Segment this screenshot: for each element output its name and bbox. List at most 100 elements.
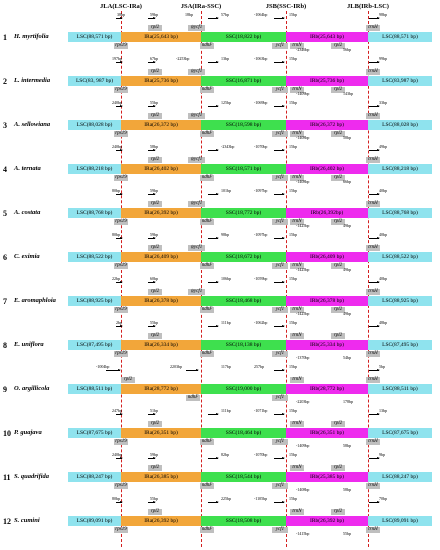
gene-trnh: trnH <box>366 483 380 489</box>
ssc-region: SSC(18,772 bp) <box>201 208 286 218</box>
irb-region: IRb(25,385 bp) <box>286 472 368 482</box>
bp-rpl2-b-left: -1408bp <box>296 487 310 492</box>
bp-ndhf: 82bp <box>221 452 229 457</box>
gene-ndhf: ndhF <box>200 87 214 93</box>
bp-psi-ycf1: -2253bp <box>176 56 190 61</box>
bp-arrow <box>186 368 199 371</box>
bp-ndhf: -2343bp <box>221 144 235 149</box>
bp-trnh: 40bp <box>379 188 387 193</box>
lsc-region-right: LSC(83,987 bp) <box>368 76 432 86</box>
bp-arrow <box>274 456 285 459</box>
gene-ycf1: ycf1 <box>272 439 288 445</box>
bp-rpl2-b-right: 66bp <box>343 179 351 184</box>
bp-ndhf: 225bp <box>221 496 231 501</box>
gene-rpl2-a: rpl2 <box>148 201 162 207</box>
genome-row: 10 P. guajava LSC(87,675 bp) IRa(26,351 … <box>0 407 440 451</box>
bp-arrow <box>208 60 219 63</box>
bp-ycf1: -1105bp <box>254 496 268 501</box>
bp-arrow <box>116 500 123 503</box>
gene-ycf1: ycf1 <box>272 263 288 269</box>
gene-rpl2-a: rpl2 <box>148 69 162 75</box>
lsc-region-left: LSC(88,522 bp) <box>68 252 121 262</box>
species-name: E. aromaphloia <box>14 297 56 304</box>
ira-region: IRa(26,385 bp) <box>121 472 201 482</box>
bp-rpl2-a: 51bp <box>150 408 158 413</box>
irb-region: IRb(26,378 bp) <box>286 296 368 306</box>
lsc-region-left: LSC(88,925 bp) <box>68 296 121 306</box>
gene-rpl2-a: rpl2 <box>148 509 162 515</box>
gene-trnn: trnN <box>290 509 304 515</box>
bp-trnh: 40bp <box>379 276 387 281</box>
gene-trnh: trnH <box>366 289 380 295</box>
bp-arrow <box>208 500 219 503</box>
gene-trnh: trnH <box>366 245 380 251</box>
bp-rps19: 22bp <box>112 276 120 281</box>
gene-psi-ycf1: ψycf1 <box>188 245 205 251</box>
gene-rpl2-a: rpl2 <box>148 289 162 295</box>
bp-rpl2-b-right: 143bp <box>343 91 353 96</box>
genome-row: 2 L. intermedia LSC(83, 987 bp) IRa(25,7… <box>0 55 440 99</box>
gene-rpl2-b: rpl2 <box>331 333 345 339</box>
lsc-region-left: LSC(87,675 bp) <box>68 428 121 438</box>
gene-rps19: rps19 <box>114 483 128 489</box>
bp-rpl2-b-right: 49bp <box>343 267 351 272</box>
irb-region: IRb(25,334 bp) <box>286 340 368 350</box>
ira-region: IRa(26,392 bp) <box>121 516 201 526</box>
lsc-region-left: LSC(88,571 bp) <box>68 32 121 42</box>
bp-trnn-right: 178bp <box>343 399 353 404</box>
bp-rpl2-a: 58bp <box>150 144 158 149</box>
bp-arrow <box>369 60 380 63</box>
bp-trnn: 15bp <box>289 364 297 369</box>
species-name: A. ternata <box>14 165 41 172</box>
gene-trnn: trnN <box>290 263 304 269</box>
bp-arrow <box>148 148 156 151</box>
species-name: S. quadrifida <box>14 473 50 480</box>
gene-ycf1: ycf1 <box>272 307 288 313</box>
gene-rps19: rps19 <box>114 131 128 137</box>
gene-trnh: trnH <box>366 527 380 533</box>
gene-ndhf: ndhF <box>200 351 214 357</box>
gene-ycf1: ycf1 <box>272 351 288 357</box>
bp-rpl2-b-right: 54bp <box>343 355 351 360</box>
bp-trnh: 98bp <box>379 12 387 17</box>
junction-line-jla <box>121 11 122 547</box>
bp-arrow <box>116 236 123 239</box>
bp-trnn: 15bp <box>289 496 297 501</box>
header-jla: JLA(LSC-IRa) <box>100 3 142 10</box>
gene-ycf1: ycf1 <box>272 175 288 181</box>
species-name: P. guajava <box>14 429 42 436</box>
gene-ndhf: ndhF <box>200 219 214 225</box>
bp-arrow <box>274 324 285 327</box>
bp-ycf1: 117bp <box>221 364 231 369</box>
irb-region: IRb(26,351 bp) <box>286 428 368 438</box>
gene-rps19: rps19 <box>114 263 128 269</box>
bp-ycf1: -1070bp <box>254 144 268 149</box>
bp-rpl2-b-right: 49bp <box>343 223 351 228</box>
bp-rps19: 240bp <box>112 452 122 457</box>
bp-arrow <box>208 456 219 459</box>
bp-rpl2-a: 59bp <box>150 452 158 457</box>
bp-rpl2-b-right: 58bp <box>343 443 351 448</box>
bp-arrow <box>208 236 219 239</box>
ssc-region: SSC(18,464 bp) <box>201 428 286 438</box>
bp-trnh: 40bp <box>379 232 387 237</box>
bp-arrow <box>116 104 123 107</box>
gene-trnn: trnN <box>290 131 304 137</box>
gene-ycf1: ycf1 <box>272 219 288 225</box>
lsc-region-left: LSC(83, 987 bp) <box>68 76 121 86</box>
row-number: 5 <box>3 209 7 218</box>
bp-arrow <box>369 500 380 503</box>
irb-region: IRb(26,392bp) <box>286 208 368 218</box>
bp-arrow <box>369 236 380 239</box>
gene-rpl2-a: rpl2 <box>148 421 162 427</box>
row-number: 7 <box>3 297 7 306</box>
bp-arrow <box>148 280 156 283</box>
gene-trnh: trnH <box>366 113 380 119</box>
bp-rps19: 240bp <box>112 144 122 149</box>
ira-region: IRa(26,351 bp) <box>121 428 201 438</box>
gene-trnh: trnH <box>366 201 380 207</box>
gene-rpl2-b: rpl2 <box>331 307 345 313</box>
gene-psi-ycf1: ψycf1 <box>188 69 205 75</box>
ssc-region: SSC(16,871 bp) <box>201 76 286 86</box>
header-jlb: JLB(IRb-LSC) <box>347 3 389 10</box>
